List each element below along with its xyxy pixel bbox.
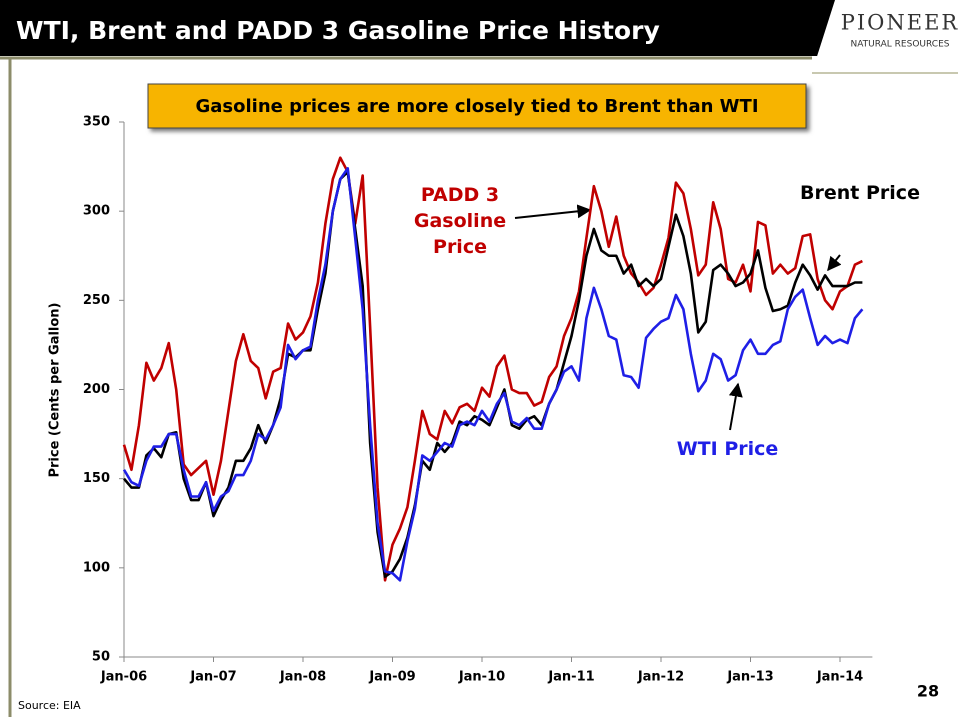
x-tick-label: Jan-13: [726, 670, 773, 685]
arrow: [514, 204, 592, 219]
series-label: PADD 3 Gasoline Price: [413, 184, 507, 258]
x-tick-label: Jan-08: [279, 670, 326, 685]
callout: Gasoline prices are more closely tied to…: [195, 96, 758, 117]
x-tick-label: Jan-12: [637, 670, 684, 685]
arrow: [827, 254, 842, 272]
page-number: 28: [917, 682, 939, 701]
series-label: Brent Price: [800, 182, 920, 204]
x-tick-label: Jan-06: [100, 670, 147, 685]
logo-sub: NATURAL RESOURCES: [850, 40, 949, 50]
y-tick-label: 150: [83, 471, 110, 486]
arrow: [728, 382, 743, 431]
series-line: [123, 170, 863, 579]
series-label: WTI Price: [676, 438, 779, 460]
y-tick-label: 100: [83, 560, 110, 575]
x-tick-label: Jan-09: [368, 670, 415, 685]
y-tick-label: 250: [83, 293, 110, 308]
y-tick-label: 50: [92, 650, 110, 665]
x-tick-label: Jan-07: [189, 670, 236, 685]
source: Source: EIA: [18, 699, 81, 712]
x-tick-label: Jan-10: [458, 670, 505, 685]
y-axis-title: Price (Cents per Gallon): [48, 302, 63, 477]
logo: PIONEER: [841, 11, 958, 35]
y-tick-label: 300: [83, 204, 110, 219]
title: WTI, Brent and PADD 3 Gasoline Price His…: [16, 16, 660, 45]
series-line: [122, 156, 863, 582]
x-tick-label: Jan-14: [816, 670, 863, 685]
callout-box: [147, 83, 807, 129]
y-tick-label: 350: [83, 115, 110, 130]
x-tick-label: Jan-11: [547, 670, 594, 685]
logo-area: [812, 0, 958, 72]
y-tick-label: 200: [83, 382, 110, 397]
title-bar: [0, 0, 958, 56]
series-line: [122, 167, 864, 582]
